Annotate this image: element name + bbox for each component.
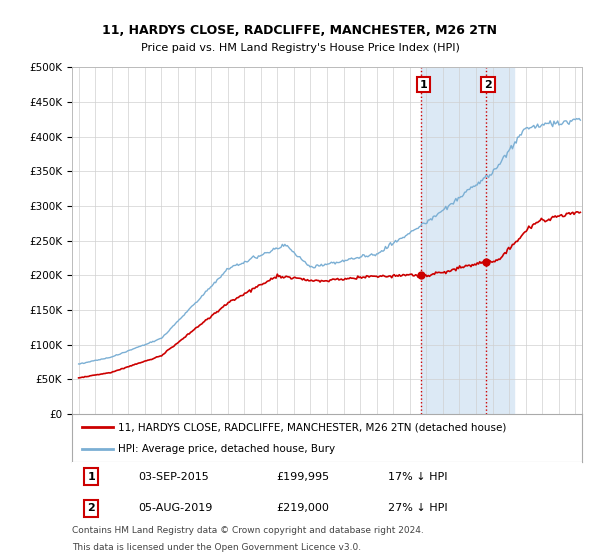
Text: 2: 2 [484, 80, 492, 90]
Text: Contains HM Land Registry data © Crown copyright and database right 2024.: Contains HM Land Registry data © Crown c… [72, 526, 424, 535]
Text: Price paid vs. HM Land Registry's House Price Index (HPI): Price paid vs. HM Land Registry's House … [140, 43, 460, 53]
Text: 03-SEP-2015: 03-SEP-2015 [139, 472, 209, 482]
Bar [421, 67, 485, 414]
Text: This data is licensed under the Open Government Licence v3.0.: This data is licensed under the Open Gov… [72, 543, 361, 552]
Text: 17% ↓ HPI: 17% ↓ HPI [388, 472, 448, 482]
Text: 11, HARDYS CLOSE, RADCLIFFE, MANCHESTER, M26 2TN: 11, HARDYS CLOSE, RADCLIFFE, MANCHESTER,… [103, 24, 497, 38]
Bar [485, 67, 514, 414]
Text: 11, HARDYS CLOSE, RADCLIFFE, MANCHESTER, M26 2TN (detached house): 11, HARDYS CLOSE, RADCLIFFE, MANCHESTER,… [118, 422, 506, 432]
Text: 2: 2 [87, 503, 95, 514]
Text: £219,000: £219,000 [276, 503, 329, 514]
Text: 05-AUG-2019: 05-AUG-2019 [139, 503, 212, 514]
Text: 1: 1 [87, 472, 95, 482]
Text: 27% ↓ HPI: 27% ↓ HPI [388, 503, 448, 514]
Text: HPI: Average price, detached house, Bury: HPI: Average price, detached house, Bury [118, 444, 335, 454]
Text: £199,995: £199,995 [276, 472, 329, 482]
Text: 1: 1 [419, 80, 427, 90]
